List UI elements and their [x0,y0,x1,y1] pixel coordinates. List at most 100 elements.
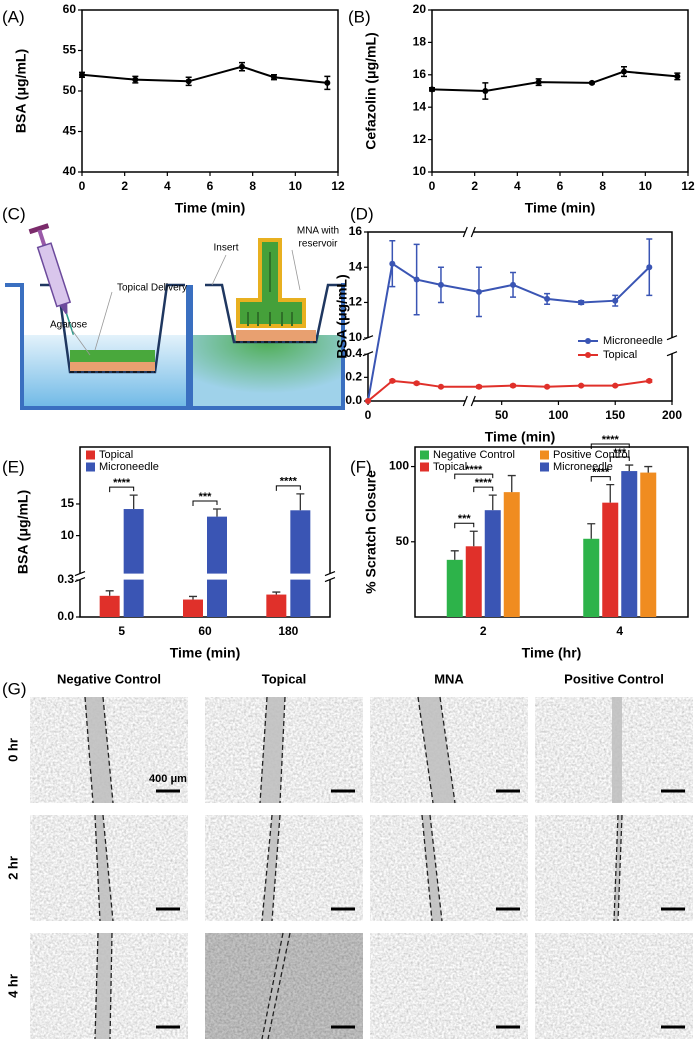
error-bar [488,494,497,511]
significance-label: **** [475,477,493,489]
microneedles [247,252,293,326]
panel-label: (D) [350,204,374,223]
x-tick-label: 6 [207,179,214,193]
wound-edge [439,696,456,804]
bar [290,510,311,617]
significance-bracket [590,443,630,450]
legend-label: Topical [433,461,467,473]
break-mark [74,571,86,583]
wound-edge [102,814,114,922]
significance-bracket [192,500,218,507]
significance-bracket [473,486,494,493]
error-bar [469,530,478,547]
data-point [475,288,482,295]
data-point [510,382,517,389]
panel-label: (A) [2,7,25,26]
row-label: 2 hr [5,856,20,880]
data-line [367,379,650,402]
y-tick-label: 16 [413,67,427,81]
diagram: (C) Topical Delivery Agarose Insert MNA … [2,204,345,410]
wound-area [260,697,285,803]
wound-edge [267,932,291,1040]
legend-label: Negative Control [433,449,515,461]
bar [621,471,638,617]
data-point [475,383,482,390]
panel-label: (G) [2,679,27,698]
bar [207,516,227,617]
y-tick-label: 14 [349,259,363,273]
data-point [544,295,551,302]
wound-edge [102,696,114,804]
wound-edge [261,814,273,922]
bar [640,472,657,617]
data-point [674,73,681,80]
wound-edge [261,932,284,1040]
error-bar [450,550,459,560]
data-point [239,63,245,70]
significance-label: *** [458,513,472,525]
legend-label: Positive Control [553,449,630,461]
diagram-label: Topical Delivery [117,283,187,294]
wound-edge [613,814,619,922]
column-header: MNA [434,671,464,686]
y-tick-label: 40 [63,164,77,178]
data-point [646,377,653,384]
y-tick-label: 20 [413,2,427,16]
data-line [431,70,678,93]
bar [446,559,463,617]
data-point [271,74,277,81]
data-line [81,65,328,84]
x-tick-label: 4 [616,624,623,638]
x-axis-label: Time (min) [485,429,556,445]
y-axis-label: BSA (μg/mL) [13,49,29,133]
data-line [367,262,650,402]
legend-label: Topical [603,349,637,361]
bar [465,546,482,617]
wound-area [85,697,113,803]
significance-label: **** [592,467,610,479]
row-label: 0 hr [5,738,20,762]
data-point [482,88,489,94]
legend-swatch [420,462,429,472]
axis-break [465,228,474,236]
error-bar [296,493,305,511]
error-bar [587,523,596,539]
data-point [389,377,396,384]
data-point [429,86,435,93]
bar [503,492,520,617]
row-label: 4 hr [5,974,20,998]
x-tick-label: 4 [164,179,171,193]
data-point [612,297,619,304]
x-tick-label: 8 [249,179,256,193]
x-tick-label: 100 [548,408,568,422]
bar [183,599,203,617]
legend-swatch [585,338,591,344]
y-tick-label: 100 [389,459,409,473]
micrograph [535,933,693,1039]
wound-edge [279,696,286,804]
data-point [389,260,396,267]
x-tick-label: 2 [480,624,487,638]
wound-edge [271,814,281,922]
axis-break [465,397,474,405]
data-point [589,79,595,86]
x-tick-label: 2 [121,179,128,193]
leader-line [71,249,301,356]
bar [602,502,619,617]
y-tick-label: 0.3 [57,572,74,586]
error-bar [105,590,114,596]
x-axis-label: Time (min) [175,200,246,216]
column-header: Positive Control [564,671,664,686]
legend-swatch [86,462,95,472]
x-tick-label: 200 [662,408,682,422]
y-tick-label: 60 [63,2,77,16]
bar [583,538,600,617]
axis-break [76,573,334,580]
agarose-layer [236,330,316,341]
x-tick-label: 60 [198,624,212,638]
bar [484,510,501,617]
y-tick-label: 0.2 [345,370,362,384]
y-tick-label: 10 [413,164,427,178]
error-bar [644,465,653,473]
